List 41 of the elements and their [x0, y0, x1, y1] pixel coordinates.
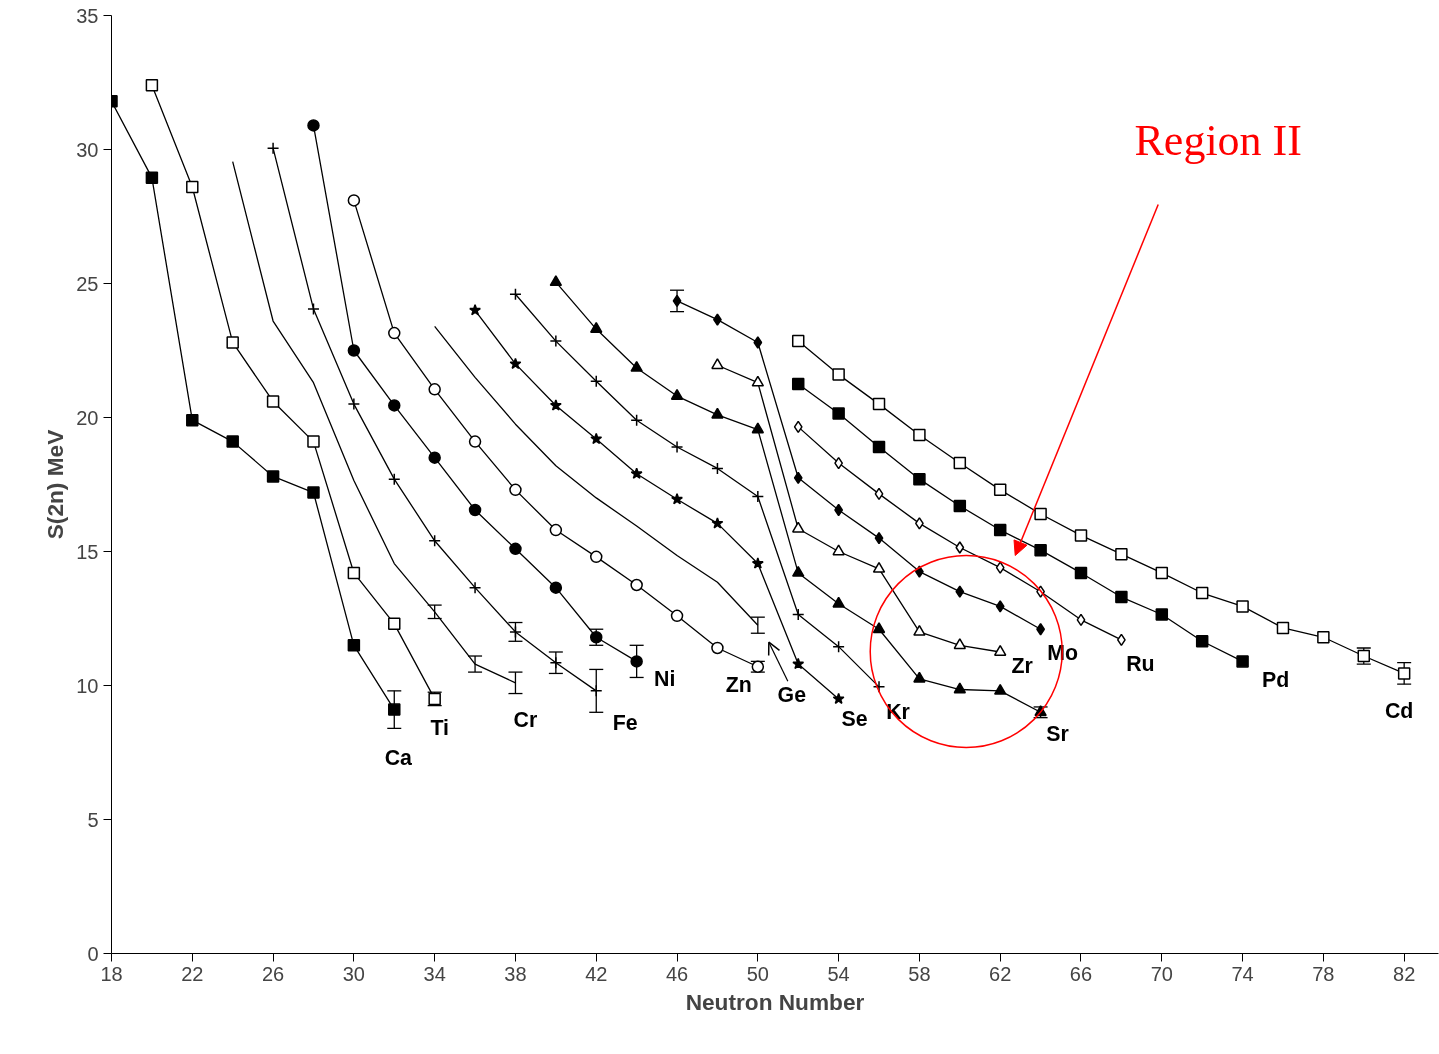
series-label: Ni: [653, 667, 676, 692]
series-label: Zn: [725, 672, 752, 697]
series-label: Sr: [1046, 722, 1069, 747]
x-tick-label: 50: [746, 962, 769, 985]
y-tick-label: 35: [76, 4, 99, 27]
series-label: Cr: [513, 707, 538, 732]
x-tick-label: 82: [1393, 962, 1416, 985]
x-tick-label: 30: [342, 962, 365, 985]
x-tick-label: 34: [423, 962, 446, 985]
series-label: Ti: [430, 715, 449, 740]
series-label: Ru: [1126, 651, 1155, 676]
y-axis-title: S(2n) MeV: [42, 429, 69, 540]
x-tick-label: 38: [504, 962, 527, 985]
legend-label: Ge: [777, 683, 807, 708]
x-tick-label: 78: [1312, 962, 1335, 985]
y-tick-label: 30: [76, 138, 99, 161]
series-label: Pd: [1261, 668, 1290, 693]
x-tick-label: 18: [100, 962, 123, 985]
x-tick-label: 22: [181, 962, 204, 985]
series-label: Fe: [612, 710, 638, 735]
y-tick-label: 15: [76, 540, 99, 563]
series-label: Ca: [384, 745, 413, 770]
series-label: Zr: [1011, 654, 1033, 678]
x-tick-label: 62: [989, 962, 1012, 985]
y-tick-label: 0: [87, 942, 99, 965]
x-axis-title: Neutron Number: [685, 988, 865, 1015]
x-tick-label: 70: [1150, 962, 1173, 985]
series-label: Se: [841, 706, 868, 731]
x-tick-label: 66: [1069, 962, 1093, 985]
y-tick-label: 10: [76, 674, 99, 697]
x-tick-label: 26: [261, 962, 285, 985]
x-tick-label: 46: [665, 962, 689, 985]
y-tick-label: 20: [76, 406, 99, 429]
series-label: Cd: [1384, 699, 1414, 724]
y-tick-label: 25: [76, 272, 99, 295]
x-tick-label: 58: [908, 962, 931, 985]
x-tick-label: 54: [827, 962, 850, 985]
annotation: Region II: [1134, 116, 1302, 165]
y-tick-label: 5: [87, 808, 99, 831]
x-tick-label: 74: [1231, 962, 1254, 985]
x-tick-label: 42: [585, 962, 608, 985]
